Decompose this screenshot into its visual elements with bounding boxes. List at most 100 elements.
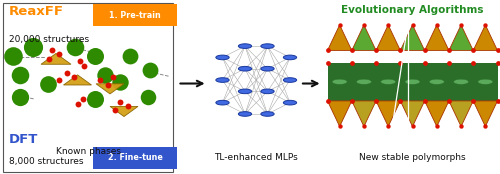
Point	[348, 61, 356, 64]
Point	[396, 49, 404, 52]
Point	[96, 79, 104, 81]
Polygon shape	[376, 25, 400, 50]
Circle shape	[430, 79, 444, 84]
Circle shape	[216, 78, 229, 82]
Circle shape	[261, 66, 274, 71]
Point	[16, 96, 24, 99]
Polygon shape	[424, 25, 449, 50]
Point	[348, 100, 356, 102]
Circle shape	[284, 55, 296, 60]
Polygon shape	[400, 25, 424, 50]
Circle shape	[332, 79, 347, 84]
Point	[336, 23, 344, 26]
Circle shape	[261, 44, 274, 48]
Point	[420, 61, 428, 64]
Polygon shape	[96, 84, 124, 94]
Point	[55, 79, 63, 81]
Point	[80, 65, 88, 68]
Point	[8, 54, 16, 57]
Polygon shape	[400, 101, 424, 126]
Point	[420, 49, 428, 52]
Polygon shape	[110, 106, 138, 117]
Point	[48, 48, 56, 51]
Polygon shape	[473, 101, 498, 126]
Point	[70, 76, 78, 79]
Point	[396, 61, 404, 64]
Point	[348, 49, 356, 52]
Polygon shape	[352, 101, 376, 126]
FancyBboxPatch shape	[2, 3, 172, 172]
Point	[482, 23, 490, 26]
Point	[16, 73, 24, 76]
Point	[324, 49, 332, 52]
Text: 2. Fine-tune: 2. Fine-tune	[108, 153, 162, 163]
Point	[71, 46, 79, 48]
Point	[408, 23, 416, 26]
Point	[44, 82, 52, 85]
Circle shape	[216, 55, 229, 60]
Circle shape	[405, 79, 420, 84]
Point	[146, 68, 154, 71]
Point	[469, 61, 477, 64]
Point	[108, 75, 116, 78]
Point	[494, 100, 500, 102]
Circle shape	[356, 79, 372, 84]
Point	[144, 96, 152, 99]
Point	[433, 23, 441, 26]
Polygon shape	[328, 25, 352, 50]
Point	[324, 100, 332, 102]
Point	[74, 103, 82, 106]
Point	[91, 98, 99, 101]
Text: Known phases: Known phases	[56, 147, 122, 156]
Point	[408, 125, 416, 128]
Circle shape	[261, 89, 274, 94]
Point	[372, 61, 380, 64]
Point	[78, 98, 86, 101]
Circle shape	[238, 112, 252, 116]
Polygon shape	[328, 101, 352, 126]
Point	[457, 23, 465, 26]
Point	[126, 54, 134, 57]
Bar	[328, 63, 498, 101]
Circle shape	[284, 100, 296, 105]
Polygon shape	[41, 53, 71, 64]
Point	[360, 125, 368, 128]
Circle shape	[380, 79, 396, 84]
Text: 1. Pre-train: 1. Pre-train	[109, 11, 161, 20]
Polygon shape	[376, 101, 400, 126]
Circle shape	[261, 112, 274, 116]
Polygon shape	[352, 25, 376, 50]
Point	[372, 100, 380, 102]
Point	[55, 53, 63, 56]
Text: Evolutionary Algorithms: Evolutionary Algorithms	[341, 5, 484, 15]
Point	[482, 125, 490, 128]
Point	[44, 58, 52, 61]
Point	[324, 61, 332, 64]
Polygon shape	[473, 25, 498, 50]
Point	[396, 100, 404, 102]
Circle shape	[216, 100, 229, 105]
Point	[469, 100, 477, 102]
Text: New stable polymorphs: New stable polymorphs	[359, 153, 466, 162]
Circle shape	[238, 44, 252, 48]
Point	[116, 80, 124, 83]
Point	[91, 54, 99, 57]
Text: 8,000 structures: 8,000 structures	[9, 157, 84, 166]
Point	[384, 125, 392, 128]
Point	[360, 23, 368, 26]
Point	[336, 125, 344, 128]
Circle shape	[478, 79, 493, 84]
Circle shape	[238, 66, 252, 71]
Circle shape	[238, 89, 252, 94]
Polygon shape	[449, 25, 473, 50]
Polygon shape	[449, 101, 473, 126]
Point	[76, 60, 84, 62]
Point	[124, 105, 132, 108]
Polygon shape	[424, 101, 449, 126]
FancyBboxPatch shape	[92, 147, 176, 169]
Point	[469, 49, 477, 52]
Point	[372, 49, 380, 52]
Point	[104, 84, 112, 87]
Point	[62, 72, 70, 74]
Point	[494, 61, 500, 64]
